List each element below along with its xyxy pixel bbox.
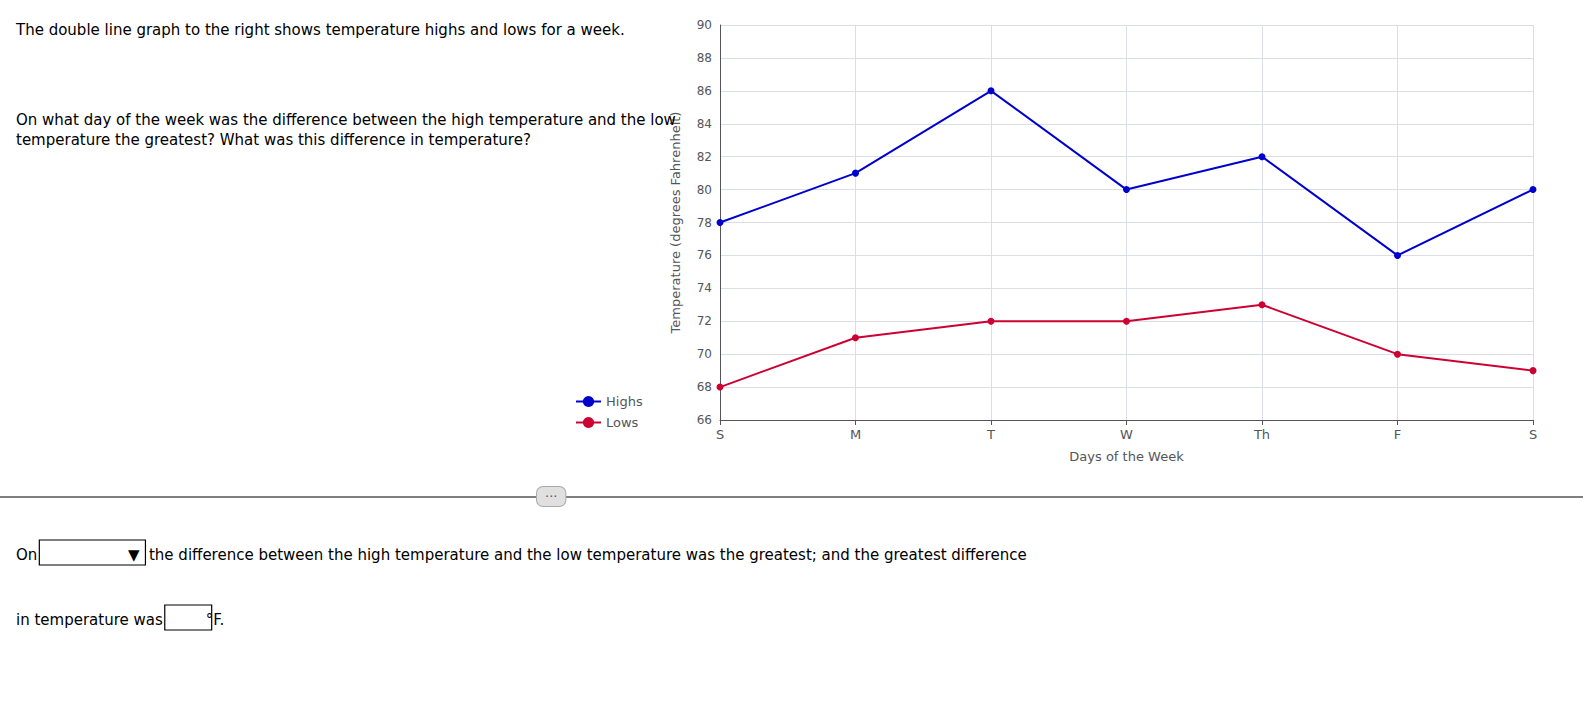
svg-text:86: 86 xyxy=(697,84,712,98)
svg-text:Temperature (degrees Fahrenhei: Temperature (degrees Fahrenheit) xyxy=(668,112,683,335)
svg-text:temperature the greatest? What: temperature the greatest? What was this … xyxy=(16,131,531,149)
svg-text:On what day of the week was th: On what day of the week was the differen… xyxy=(16,111,676,129)
svg-text:in temperature was °F.: in temperature was °F. xyxy=(16,611,224,629)
svg-text:76: 76 xyxy=(697,248,712,262)
svg-text:F: F xyxy=(1394,427,1401,442)
svg-text:Th: Th xyxy=(1253,427,1270,442)
svg-text:S: S xyxy=(1529,427,1537,442)
svg-text:Highs: Highs xyxy=(606,394,643,409)
svg-text:T: T xyxy=(986,427,995,442)
svg-text:On ▼ the di: On ▼ the difference between the high tem… xyxy=(16,546,1027,564)
svg-text:74: 74 xyxy=(697,281,712,295)
svg-text:82: 82 xyxy=(697,150,712,164)
svg-text:S: S xyxy=(716,427,724,442)
svg-text:The double line graph to the r: The double line graph to the right shows… xyxy=(15,21,625,39)
svg-text:70: 70 xyxy=(697,347,712,361)
svg-text:Lows: Lows xyxy=(606,415,639,430)
svg-text:M: M xyxy=(850,427,861,442)
svg-text:78: 78 xyxy=(697,216,712,230)
svg-text:W: W xyxy=(1120,427,1133,442)
svg-text:80: 80 xyxy=(697,183,712,197)
svg-text:68: 68 xyxy=(697,380,712,394)
svg-text:84: 84 xyxy=(697,117,712,131)
svg-text:···: ··· xyxy=(545,489,557,504)
svg-text:66: 66 xyxy=(697,413,712,427)
svg-text:90: 90 xyxy=(697,18,712,32)
svg-text:72: 72 xyxy=(697,314,712,328)
svg-text:88: 88 xyxy=(697,51,712,65)
svg-text:Days of the Week: Days of the Week xyxy=(1069,449,1184,464)
